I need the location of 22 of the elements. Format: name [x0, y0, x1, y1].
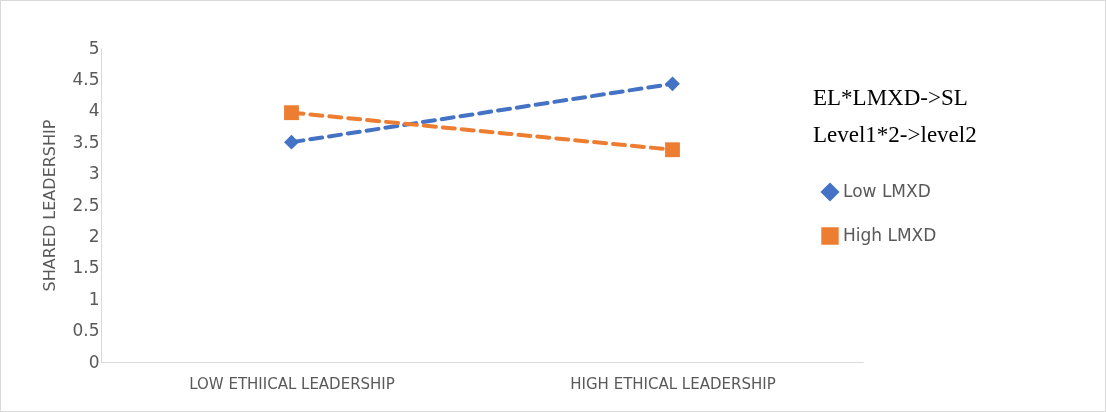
y-tick-label: 5 [88, 37, 100, 58]
y-tick-label: 0 [88, 351, 100, 372]
y-tick-label: 0.5 [72, 320, 100, 341]
y-tick-label: 1 [88, 288, 100, 309]
legend-label: High LMXD [843, 225, 937, 245]
point [665, 76, 680, 92]
point [284, 134, 299, 150]
y-axis-title: SHARED LEADERSHIP [40, 119, 60, 292]
annotation: Level1*2->level2 [813, 121, 977, 149]
y-tick-label: 4 [88, 100, 100, 121]
point [284, 105, 299, 121]
x-tick-label: LOW ETHIICAL LEADERSHIP [189, 374, 395, 393]
y-tick-label: 1.5 [72, 257, 100, 278]
y-tick-label: 4.5 [72, 68, 100, 89]
y-tick-label: 3.5 [72, 131, 100, 152]
y-tick-label: 2 [88, 225, 100, 246]
point [665, 142, 680, 158]
y-tick-label: 2.5 [72, 194, 100, 215]
y-tick-label: 3 [88, 163, 100, 184]
annotation: EL*LMXD->SL [813, 84, 969, 112]
legend-label: Low LMXD [843, 181, 931, 201]
x-tick-label: HIGH ETHICAL LEADERSHIP [570, 374, 776, 393]
